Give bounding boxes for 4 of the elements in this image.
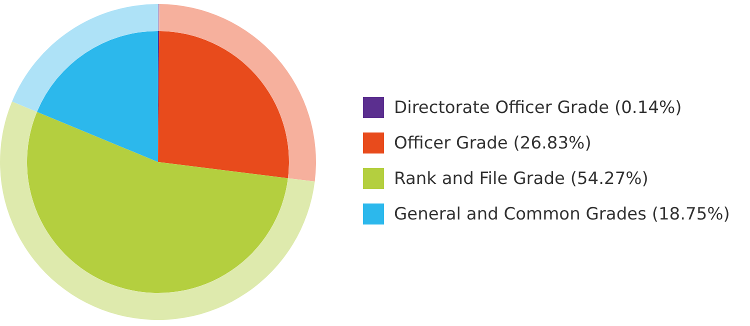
legend-label: Directorate Officer Grade (0.14%) xyxy=(394,98,682,118)
legend-label: Rank and File Grade (54.27%) xyxy=(394,169,648,189)
legend-label: Officer Grade (26.83%) xyxy=(394,134,592,154)
legend-label: General and Common Grades (18.75%) xyxy=(394,204,730,224)
